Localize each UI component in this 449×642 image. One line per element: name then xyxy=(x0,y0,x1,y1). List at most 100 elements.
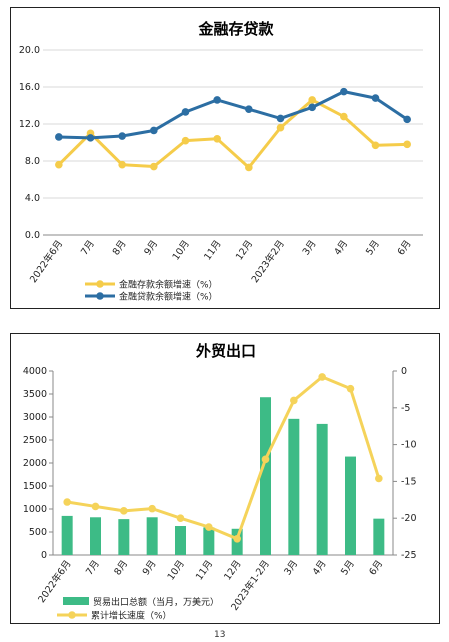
x-tick-label: 3月 xyxy=(301,238,319,257)
legend-label: 贸易出口总额（当月，万美元） xyxy=(93,596,219,608)
y-tick-label: 8.0 xyxy=(25,156,40,167)
y-tick-label-right: -20 xyxy=(401,513,417,524)
x-tick-label: 8月 xyxy=(111,238,129,257)
legend-label: 金融贷款余额增速（%） xyxy=(119,291,218,303)
data-point xyxy=(403,140,411,149)
bar xyxy=(203,527,215,555)
legend-label: 累计增长速度（%） xyxy=(91,610,172,622)
x-tick-label: 5月 xyxy=(339,558,357,577)
y-tick-label-left: 0 xyxy=(41,550,47,561)
data-point xyxy=(181,108,190,116)
y-tick-label-right: 0 xyxy=(401,366,407,377)
x-tick-label: 11月 xyxy=(202,238,223,262)
legend-swatch-marker xyxy=(96,292,104,300)
y-tick-label-right: -15 xyxy=(401,476,417,487)
page-number: 13 xyxy=(214,630,226,640)
bar xyxy=(373,518,385,555)
series-line-2 xyxy=(58,90,409,140)
legend-label: 金融存款余额增速（%） xyxy=(119,279,218,291)
x-tick-label: 12月 xyxy=(222,558,243,582)
y-tick-label-left: 500 xyxy=(29,527,47,538)
bar xyxy=(316,423,328,555)
bar xyxy=(118,519,130,555)
y-tick-label: 12.0 xyxy=(19,119,40,130)
y-tick-label-left: 1500 xyxy=(23,481,47,492)
legend-swatch-marker xyxy=(68,611,76,619)
bar xyxy=(345,456,356,555)
data-point xyxy=(308,103,316,112)
y-tick-label-right: -25 xyxy=(401,550,417,561)
chart-title: 外贸出口 xyxy=(195,342,256,360)
x-tick-label: 10月 xyxy=(166,558,187,582)
data-point xyxy=(245,105,253,113)
bar xyxy=(288,418,300,555)
data-point xyxy=(318,373,326,381)
y-tick-label: 20.0 xyxy=(19,45,40,56)
data-point xyxy=(118,160,126,169)
data-point xyxy=(233,535,241,543)
bar xyxy=(260,397,271,555)
data-point xyxy=(371,141,380,150)
data-point xyxy=(276,123,285,132)
data-point xyxy=(213,135,221,143)
x-tick-label: 9月 xyxy=(142,238,160,257)
data-point xyxy=(176,514,185,522)
legend-swatch-bar xyxy=(63,597,89,605)
y-tick-label: 4.0 xyxy=(25,193,40,204)
data-point xyxy=(340,87,348,96)
data-point xyxy=(120,507,128,515)
bar xyxy=(61,515,73,555)
series-line-1 xyxy=(57,98,408,169)
x-tick-label: 4月 xyxy=(311,558,329,577)
deposit-loan-chart: 金融存贷款 0.0 4.0 8.0 12.0 16.0 20.0 2022年6月 7月 8月 9月… xyxy=(19,20,423,303)
y-tick-label-left: 2000 xyxy=(23,458,47,469)
x-tick-label: 4月 xyxy=(332,238,350,257)
data-point xyxy=(118,132,126,140)
bar xyxy=(146,517,158,555)
data-point xyxy=(290,396,298,405)
y-tick-label-left: 3000 xyxy=(23,412,47,423)
y-tick-label-left: 3500 xyxy=(23,389,47,400)
data-point xyxy=(261,455,270,464)
data-point xyxy=(245,163,253,172)
y-tick-label-right: -5 xyxy=(401,403,410,414)
y-tick-label-left: 4000 xyxy=(23,366,47,377)
data-point xyxy=(55,160,63,169)
data-point xyxy=(91,502,100,511)
data-point xyxy=(55,133,63,141)
y-tick-label: 0.0 xyxy=(25,230,40,241)
data-point xyxy=(148,504,156,513)
x-tick-label: 6月 xyxy=(396,238,414,257)
data-point xyxy=(276,114,285,123)
y-tick-label-left: 2500 xyxy=(23,435,47,446)
x-tick-label: 3月 xyxy=(282,558,300,577)
x-tick-label: 7月 xyxy=(79,238,97,257)
data-point xyxy=(308,96,316,104)
chart-title: 金融存贷款 xyxy=(197,20,274,38)
x-tick-label: 8月 xyxy=(112,558,130,577)
growth-line xyxy=(66,375,381,541)
x-tick-label: 12月 xyxy=(234,238,255,262)
data-point xyxy=(340,112,348,121)
data-point xyxy=(346,384,355,393)
bar xyxy=(175,526,186,555)
data-point xyxy=(150,162,158,171)
y-tick-label: 16.0 xyxy=(19,82,40,93)
deposit-loan-chart-panel: 金融存贷款 0.0 4.0 8.0 12.0 16.0 20.0 2022年6月 7月 8月 9月… xyxy=(10,7,440,309)
export-chart-panel: 外贸出口 0 500 1000 1500 2000 2500 3000 3500 4000 0 -5… xyxy=(10,333,440,624)
data-point xyxy=(375,474,383,483)
data-point xyxy=(371,94,380,102)
data-point xyxy=(150,126,158,135)
x-tick-label: 7月 xyxy=(84,558,102,577)
export-chart: 外贸出口 0 500 1000 1500 2000 2500 3000 3500 4000 0 -5… xyxy=(23,342,417,622)
x-tick-label: 6月 xyxy=(367,558,385,577)
x-tick-label: 10月 xyxy=(171,238,192,262)
x-tick-label: 2022年6月 xyxy=(27,238,65,285)
x-tick-label: 9月 xyxy=(141,558,159,577)
legend-swatch-marker xyxy=(96,280,104,288)
x-tick-label: 5月 xyxy=(364,238,382,257)
bar xyxy=(90,517,101,555)
data-point xyxy=(205,523,213,531)
data-point xyxy=(63,498,71,506)
x-tick-label: 11月 xyxy=(194,558,215,582)
